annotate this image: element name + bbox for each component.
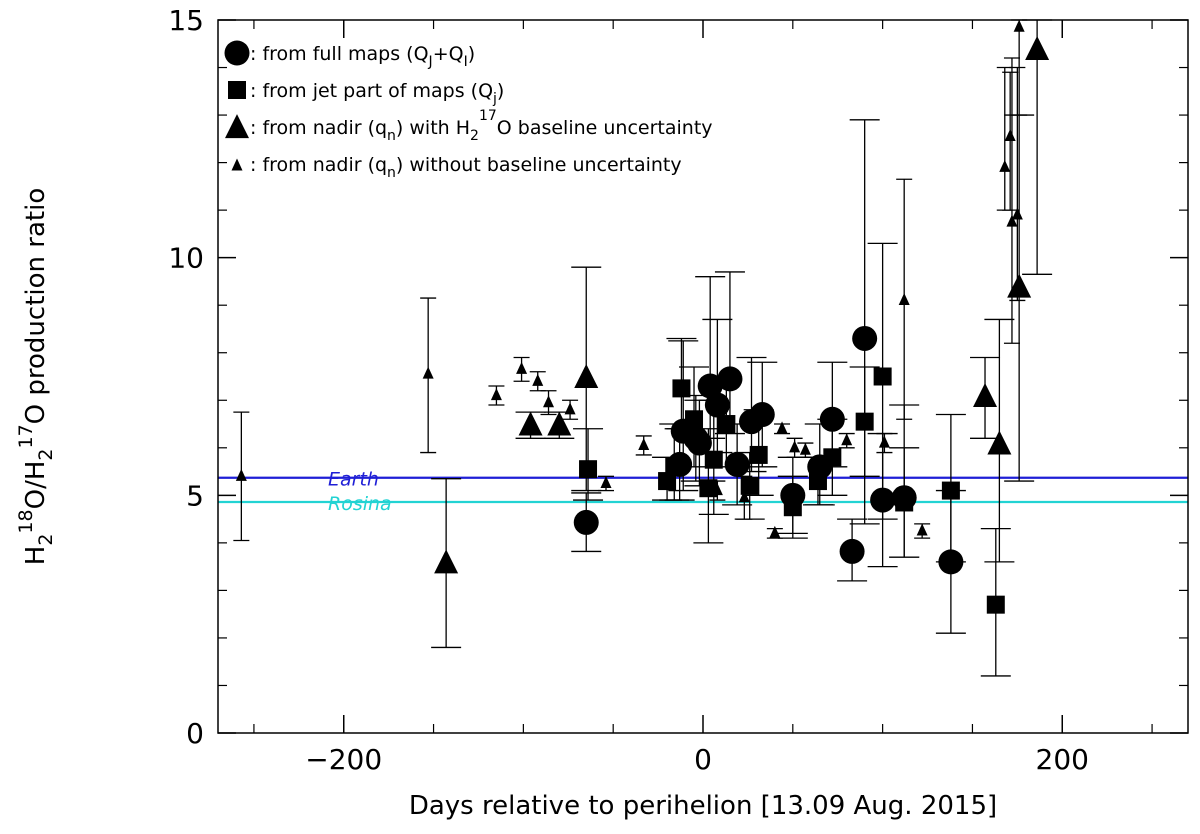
square-marker [704,450,723,469]
square-marker [823,448,842,467]
reference-lines [218,476,1188,504]
square-marker [855,412,874,431]
triangle-marker [518,411,543,436]
error-bar [714,271,745,435]
triangle-marker [434,549,459,574]
triangle-marker [973,383,998,408]
small-triangle-marker [543,395,555,408]
reference-label-rosina: Rosina [328,493,392,515]
small-triangle-marker [638,437,650,450]
small-triangle-marker [532,373,544,386]
small-triangle-marker [769,525,781,538]
circle-marker [749,402,775,428]
square-marker [665,457,684,476]
circle-marker [717,366,743,392]
x-axis-label: Days relative to perihelion [13.09 Aug. … [409,791,997,821]
x-tick-label: 200 [1036,743,1089,776]
circle-marker [852,325,878,351]
triangle-marker [574,363,599,388]
legend-small-triangle-marker [231,158,243,171]
error-bar [1002,71,1019,211]
x-tick-label: −200 [305,743,382,776]
reference-label-earth: Earth [328,469,379,491]
square-marker [672,379,691,398]
y-tick-label: 0 [186,717,204,750]
small-triangle-marker [841,433,853,446]
circle-marker [573,509,599,535]
square-marker [658,472,677,491]
square-marker [873,367,892,386]
square-marker [783,498,802,517]
legend-circle-marker [224,40,250,66]
small-triangle-marker [1006,214,1018,227]
small-triangle-marker [490,388,502,401]
small-triangle-marker [516,361,528,374]
error-bar [1009,66,1026,302]
x-tick-label: 0 [694,743,712,776]
small-triangle-marker [799,442,811,455]
square-marker [986,595,1005,614]
square-marker [579,460,598,479]
square-marker [941,481,960,500]
small-triangle-marker [235,468,247,481]
small-triangle-marker [916,523,928,536]
small-triangle-marker [789,440,801,453]
circle-marker [697,373,723,399]
legend: : from full maps (QJ+QI) : from jet part … [224,40,713,181]
circle-marker [839,538,865,564]
square-marker [717,415,736,434]
circle-marker [870,487,896,513]
triangle-marker [547,411,572,436]
circle-marker [724,451,750,477]
circle-marker [819,406,845,432]
triangle-marker [987,430,1012,455]
square-marker [699,479,718,498]
legend-entry-2: : from jet part of maps (Qj) [250,80,504,107]
axis-tick-labels: −200 0 200 0 5 10 15 [168,4,1089,776]
legend-entry-1: : from full maps (QJ+QI) [250,43,475,70]
small-triangle-marker [600,476,612,489]
small-triangle-marker [1004,129,1016,142]
square-marker [895,493,914,512]
square-marker [740,476,759,495]
small-triangle-marker [738,490,750,503]
legend-entry-3: : from nadir (qn) with H217O baseline un… [250,108,713,144]
small-triangle-marker [422,366,434,379]
circle-marker [938,549,964,575]
square-marker [685,410,704,429]
legend-triangle-marker [225,114,249,139]
data-markers [235,19,1050,614]
y-axis-label: H218O/H217O production ratio [15,188,57,565]
small-triangle-marker [878,435,890,448]
small-triangle-marker [564,402,576,415]
y-tick-label: 15 [168,4,204,37]
triangle-marker [1025,36,1050,61]
triangle-marker [1007,273,1032,298]
legend-entry-4: : from nadir (qn) without baseline uncer… [250,154,682,181]
y-tick-label: 5 [186,479,204,512]
y-tick-label: 10 [168,242,204,275]
circle-marker [704,392,730,418]
small-triangle-marker [711,483,723,496]
small-triangle-marker [1011,207,1023,220]
square-marker [749,445,768,464]
circle-marker [686,430,712,456]
small-triangle-marker [999,159,1011,172]
small-triangle-marker [776,421,788,434]
small-triangle-marker [1013,19,1025,32]
square-marker [808,472,827,491]
axis-ticks [218,19,1188,734]
small-triangle-marker [898,293,910,306]
legend-square-marker [228,81,246,99]
